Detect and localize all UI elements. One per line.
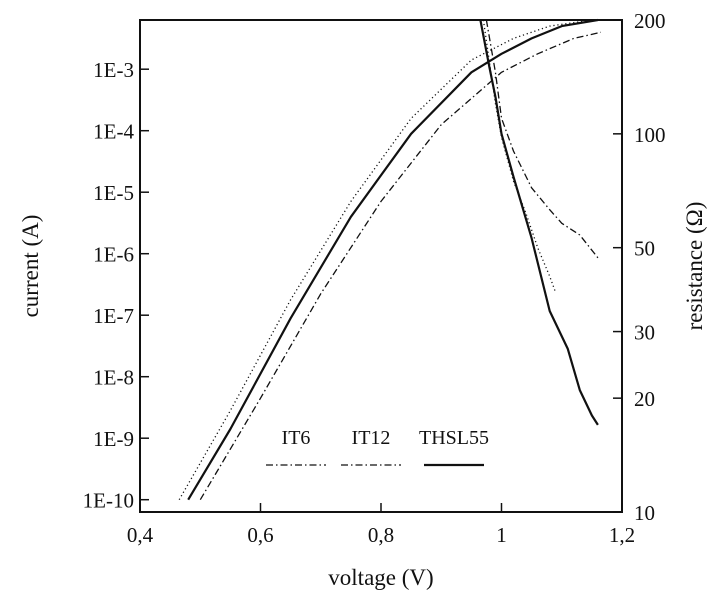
series-layer: [178, 18, 602, 501]
series-it12-resistance-line: [485, 19, 599, 259]
y-right-tick-label: 50: [634, 237, 655, 261]
x-tick-label: 1,2: [609, 523, 635, 547]
y-left-tick-label: 1E-8: [93, 366, 134, 390]
x-tick-label: 0,6: [247, 523, 273, 547]
y-left-tick-label: 1E-4: [93, 120, 134, 144]
y-left-tick-label: 1E-7: [93, 304, 134, 328]
series-it6-resistance-line: [482, 19, 557, 293]
x-tick-label: 1: [496, 523, 507, 547]
y-right-tick-label: 200: [634, 9, 666, 33]
y-right-tick-label: 100: [634, 123, 666, 147]
y-left-tick-label: 1E-6: [93, 243, 134, 267]
legend: IT6 IT12 THSL55: [266, 427, 489, 467]
series-thsl55-current-line: [187, 18, 599, 501]
y-right-tick-label: 20: [634, 387, 655, 411]
y-right-tick-label: 10: [634, 501, 655, 525]
y-left-tick-label: 1E-10: [83, 489, 134, 513]
y-left-tick-label: 1E-5: [93, 181, 134, 205]
legend-label-it6: IT6: [282, 427, 311, 449]
series-it6-current-line: [178, 19, 592, 501]
y-left-tick-label: 1E-9: [93, 427, 134, 451]
legend-label-thsl55: THSL55: [419, 427, 489, 449]
series-thsl55-resistance-line: [479, 19, 599, 426]
y-right-tick-label: 30: [634, 321, 655, 345]
x-tick-label: 0,4: [127, 523, 154, 547]
y-axis-title-right: resistance (Ω): [682, 202, 707, 331]
x-axis-title: voltage (V): [328, 565, 433, 590]
y-axis-title-left: current (A): [18, 215, 43, 318]
x-tick-label: 0,8: [368, 523, 394, 547]
series-it12-current-line: [199, 31, 602, 501]
legend-label-it12: IT12: [352, 427, 391, 449]
y-left-tick-label: 1E-3: [93, 58, 134, 82]
ticks-layer: 0,4 0,6 0,8 1 1,2 1E-10 1E-9 1E-8 1E-7 1E-6 1E-5 1E…: [83, 9, 666, 547]
